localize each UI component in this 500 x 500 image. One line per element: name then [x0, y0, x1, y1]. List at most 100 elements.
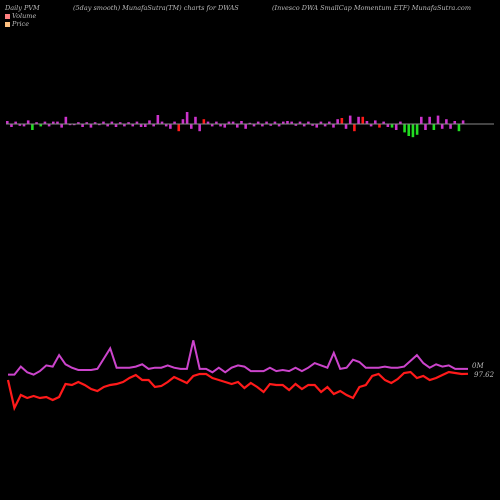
volume-bar [181, 119, 185, 124]
volume-bar [449, 124, 452, 129]
price-line [6, 370, 469, 412]
volume-bar [328, 121, 331, 124]
volume-bar [353, 124, 356, 132]
volume-bar [248, 122, 252, 124]
volume-bar [185, 112, 189, 124]
volume-bar [152, 124, 155, 127]
volume-bar [252, 124, 256, 127]
volume-bar [336, 119, 339, 124]
volume-bar [261, 124, 264, 127]
volume-bar [415, 124, 419, 135]
volume-bar [365, 121, 369, 124]
volume-bar [156, 115, 160, 124]
volume-bar [39, 124, 43, 127]
volume-bar [290, 121, 293, 124]
volume-bar [219, 124, 222, 127]
volume-bar [332, 124, 335, 128]
volume-bar [131, 124, 135, 127]
volume-bar [344, 124, 348, 129]
volume-bar [85, 122, 89, 124]
legend-volume-label: Volume [12, 12, 37, 20]
volume-bar [273, 121, 277, 124]
volume-bar [190, 124, 193, 129]
volume-bar [440, 124, 444, 129]
volume-bar [424, 124, 427, 130]
volume-bar [394, 124, 398, 130]
volume-bar [173, 121, 176, 124]
volume-bar [282, 121, 285, 124]
volume-bar [390, 124, 394, 128]
volume-bar [26, 120, 30, 124]
volume-bar [231, 121, 235, 124]
volume-bar [202, 119, 206, 124]
volume-bar [428, 116, 431, 124]
volume-bar [164, 124, 168, 127]
volume-bar [240, 121, 243, 124]
volume-bar [22, 124, 26, 127]
volume-bar [302, 124, 306, 127]
volume-bar [89, 124, 93, 128]
volume-bar [265, 121, 268, 124]
volume-bar [110, 121, 114, 124]
volume-last-label: 0M [472, 362, 484, 370]
volume-bars [6, 112, 465, 138]
volume-bar [198, 124, 201, 132]
volume-bar [206, 121, 210, 124]
volume-bar [98, 124, 101, 126]
volume-bar [56, 121, 59, 124]
volume-bar [64, 116, 68, 124]
volume-bar [31, 124, 34, 130]
volume-bar [315, 124, 319, 128]
volume-bar [102, 121, 105, 124]
volume-bar [123, 124, 126, 127]
volume-bar [244, 124, 247, 129]
volume-bar [420, 116, 423, 124]
volume-bar [432, 124, 436, 130]
volume-bar [35, 122, 38, 124]
volume-bar [361, 116, 365, 124]
volume-bar [10, 124, 13, 127]
volume-bar [369, 124, 373, 127]
volume-bar [81, 124, 84, 127]
volume-bar [407, 124, 411, 136]
volume-bar [194, 116, 197, 124]
volume-bar [72, 124, 76, 126]
chart-header-left: Daily PVM [5, 4, 40, 12]
volume-bar [6, 121, 9, 124]
volume-bar [18, 124, 22, 126]
volume-line [8, 340, 468, 376]
volume-bar [436, 115, 440, 124]
chart-header-title: (5day smooth) MunafaSutra(TM) charts for… [73, 4, 239, 12]
legend-price-swatch [5, 21, 10, 27]
volume-bar [114, 124, 118, 127]
volume-bar [374, 120, 377, 124]
volume-bar [60, 124, 63, 128]
volume-bar [43, 121, 47, 124]
volume-bar [319, 121, 323, 124]
volume-bar [357, 116, 360, 124]
volume-bar [399, 121, 402, 124]
volume-bar [223, 124, 227, 128]
legend-price-label: Price [12, 20, 30, 28]
volume-bar [106, 124, 109, 127]
volume-bar [323, 124, 327, 127]
volume-bar [77, 122, 80, 124]
volume-bar [127, 122, 130, 124]
volume-bar [68, 124, 72, 126]
legend-volume: Volume [5, 12, 36, 20]
volume-bar [14, 121, 17, 124]
volume-bar [378, 124, 381, 128]
volume-bar [93, 122, 97, 124]
volume-bar [307, 121, 310, 124]
volume-bar [453, 121, 457, 124]
volume-bar [52, 121, 55, 124]
volume-bar [118, 122, 122, 124]
legend-volume-swatch [5, 13, 10, 19]
volume-bar [144, 124, 147, 127]
volume-bar [294, 124, 298, 126]
price-last-label: 97.62 [474, 371, 495, 379]
volume-bar [269, 124, 273, 126]
volume-bar [148, 120, 151, 124]
volume-bar [210, 124, 214, 127]
volume-bar [227, 121, 231, 124]
